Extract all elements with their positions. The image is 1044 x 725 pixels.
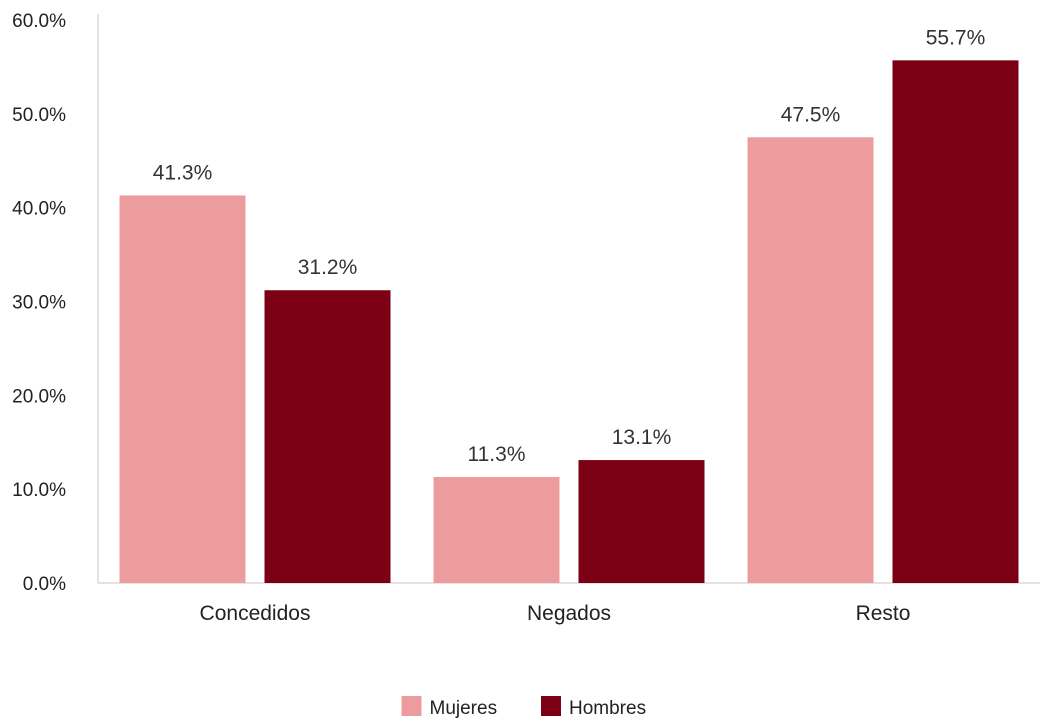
y-tick-label: 30.0% bbox=[12, 293, 66, 314]
x-category-label: Resto bbox=[856, 602, 911, 625]
y-tick-label: 0.0% bbox=[23, 574, 66, 595]
y-tick-label: 50.0% bbox=[12, 105, 66, 126]
data-label: 41.3% bbox=[153, 161, 213, 184]
bar-mujeres-negados bbox=[433, 476, 560, 583]
y-tick-label: 60.0% bbox=[12, 11, 66, 32]
bar-mujeres-resto bbox=[747, 137, 874, 583]
legend: Mujeres Hombres bbox=[401, 696, 646, 719]
data-label: 47.5% bbox=[781, 103, 841, 126]
data-label: 13.1% bbox=[612, 426, 672, 449]
legend-swatch-hombres bbox=[541, 696, 561, 716]
data-label: 11.3% bbox=[468, 443, 526, 466]
bar-hombres-concedidos bbox=[264, 290, 391, 583]
y-axis: 0.0% 10.0% 20.0% 30.0% 40.0% 50.0% 60.0% bbox=[12, 11, 99, 595]
legend-label: Hombres bbox=[569, 698, 646, 719]
x-axis: Concedidos Negados Resto bbox=[98, 582, 1040, 625]
y-tick-label: 10.0% bbox=[12, 480, 66, 501]
bar-hombres-resto bbox=[892, 60, 1019, 584]
bars bbox=[119, 60, 1019, 584]
legend-swatch-mujeres bbox=[401, 696, 422, 716]
data-labels: 41.3% 31.2% 11.3% 13.1% 47.5% 55.7% bbox=[153, 26, 986, 466]
data-label: 31.2% bbox=[298, 256, 358, 279]
bar-hombres-negados bbox=[578, 460, 705, 583]
x-category-label: Negados bbox=[527, 602, 611, 625]
bar-mujeres-concedidos bbox=[119, 195, 246, 584]
data-label: 55.7% bbox=[926, 26, 986, 49]
y-tick-label: 40.0% bbox=[12, 199, 66, 220]
y-tick-label: 20.0% bbox=[12, 386, 66, 407]
legend-label: Mujeres bbox=[430, 698, 498, 719]
x-category-label: Concedidos bbox=[200, 602, 311, 625]
